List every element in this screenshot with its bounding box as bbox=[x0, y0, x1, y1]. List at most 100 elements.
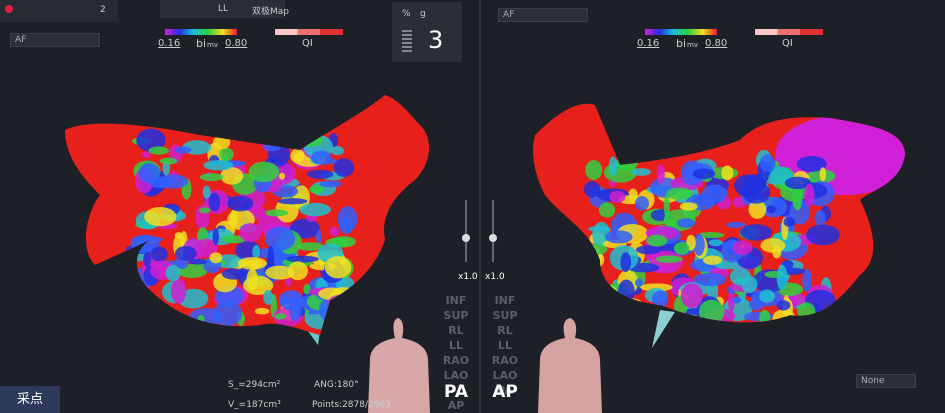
view-option[interactable]: LAO bbox=[492, 369, 518, 382]
map-blob bbox=[759, 289, 776, 303]
zoom-left: x1.0 bbox=[458, 272, 478, 282]
map-blob bbox=[174, 146, 192, 154]
scale-min[interactable]: 0.16 bbox=[637, 38, 660, 49]
map-blob bbox=[227, 195, 254, 212]
color-scale bbox=[645, 29, 717, 35]
map-blob bbox=[696, 232, 725, 239]
view-option[interactable]: RAO bbox=[442, 354, 470, 367]
collect-button[interactable]: 采点 bbox=[0, 386, 60, 413]
map-blob bbox=[748, 200, 767, 219]
view-option[interactable]: RAO bbox=[491, 354, 519, 367]
map-blob bbox=[581, 243, 608, 256]
map-blob bbox=[605, 290, 620, 315]
view-option[interactable]: SUP bbox=[443, 309, 469, 322]
map-blob bbox=[608, 156, 618, 177]
scale-max[interactable]: 0.80 bbox=[225, 38, 248, 49]
map-blob bbox=[278, 172, 286, 180]
view-option[interactable]: LL bbox=[497, 339, 513, 352]
map-blob bbox=[243, 275, 274, 296]
map-blob bbox=[721, 165, 734, 181]
map-blob bbox=[640, 283, 673, 292]
map-blob bbox=[329, 226, 340, 237]
map-blob bbox=[290, 148, 305, 163]
map-blob bbox=[631, 168, 651, 176]
map-blob bbox=[203, 160, 234, 171]
map-blob bbox=[693, 233, 705, 256]
map-blob bbox=[327, 294, 356, 311]
map-blob bbox=[265, 265, 295, 280]
map-blob bbox=[741, 275, 758, 294]
map-blob bbox=[634, 196, 649, 211]
view-option[interactable]: SUP bbox=[492, 309, 518, 322]
map-blob bbox=[335, 308, 344, 316]
map-blob bbox=[677, 218, 696, 228]
map-blob bbox=[188, 258, 208, 265]
map-blob bbox=[714, 260, 743, 270]
map-blob bbox=[174, 232, 184, 239]
map-blob bbox=[319, 180, 343, 188]
map-blob bbox=[159, 157, 178, 165]
map-blob bbox=[766, 205, 776, 214]
map-blob bbox=[615, 155, 638, 171]
rhythm-select[interactable]: AF bbox=[498, 8, 588, 22]
view-option[interactable]: PA bbox=[443, 382, 469, 402]
map-blob bbox=[148, 146, 169, 155]
rhythm-select[interactable]: AF bbox=[10, 33, 100, 47]
map-blob bbox=[708, 239, 723, 247]
view-option[interactable]: INF bbox=[494, 294, 516, 307]
angle: ANG:180° bbox=[314, 380, 359, 390]
view-option[interactable]: AP bbox=[447, 399, 465, 412]
map-blob bbox=[634, 278, 644, 287]
map-blob bbox=[307, 169, 334, 179]
scale-max[interactable]: 0.80 bbox=[705, 38, 728, 49]
level-icon bbox=[402, 30, 412, 52]
map-blob bbox=[174, 246, 197, 261]
map-blob bbox=[743, 174, 767, 193]
map-blob bbox=[585, 283, 618, 302]
view-option[interactable]: LAO bbox=[443, 369, 469, 382]
view-option[interactable]: PA bbox=[497, 384, 513, 397]
map-blob bbox=[784, 176, 812, 190]
map-blob bbox=[209, 252, 223, 264]
view-option[interactable]: AP bbox=[492, 382, 518, 402]
view-select[interactable]: LL bbox=[218, 4, 229, 14]
area: S_=294cm² bbox=[228, 380, 281, 390]
map-blob bbox=[264, 209, 288, 217]
map-blob bbox=[286, 255, 319, 263]
scale-min[interactable]: 0.16 bbox=[158, 38, 181, 49]
map-blob bbox=[171, 277, 187, 304]
map-blob bbox=[666, 187, 693, 200]
map-blob bbox=[213, 135, 231, 150]
map-blob bbox=[221, 235, 247, 244]
map-type[interactable]: 双极Map bbox=[252, 7, 289, 17]
record-icon[interactable] bbox=[5, 5, 13, 13]
map-blob bbox=[339, 217, 354, 235]
point-panel: % g 3 bbox=[392, 2, 462, 62]
map-blob bbox=[726, 221, 746, 228]
vessel bbox=[652, 310, 675, 348]
map-blob bbox=[287, 261, 308, 281]
map-blob bbox=[288, 295, 302, 322]
view-option[interactable]: INF bbox=[445, 294, 467, 307]
qi-scale bbox=[755, 29, 823, 35]
map-blob bbox=[728, 290, 735, 312]
map-blob bbox=[212, 228, 219, 246]
view-option[interactable]: RL bbox=[497, 324, 513, 337]
zoom-value: 2 bbox=[100, 5, 106, 15]
scale-unit: bi bbox=[196, 37, 207, 50]
map-blob bbox=[783, 217, 796, 227]
map-blob bbox=[136, 128, 166, 152]
map-blob bbox=[274, 313, 287, 320]
map-blob bbox=[239, 223, 262, 242]
zoom-right: x1.0 bbox=[485, 272, 505, 282]
none-select[interactable]: None bbox=[856, 374, 916, 388]
map-blob bbox=[814, 210, 826, 227]
map-blob bbox=[324, 256, 352, 279]
map-blob bbox=[254, 307, 270, 315]
map-blob bbox=[609, 190, 626, 203]
view-option[interactable]: RL bbox=[448, 324, 464, 337]
map-blob bbox=[759, 309, 771, 323]
map-blob bbox=[309, 185, 324, 194]
view-option[interactable]: LL bbox=[448, 339, 464, 352]
map-blob bbox=[248, 161, 280, 183]
